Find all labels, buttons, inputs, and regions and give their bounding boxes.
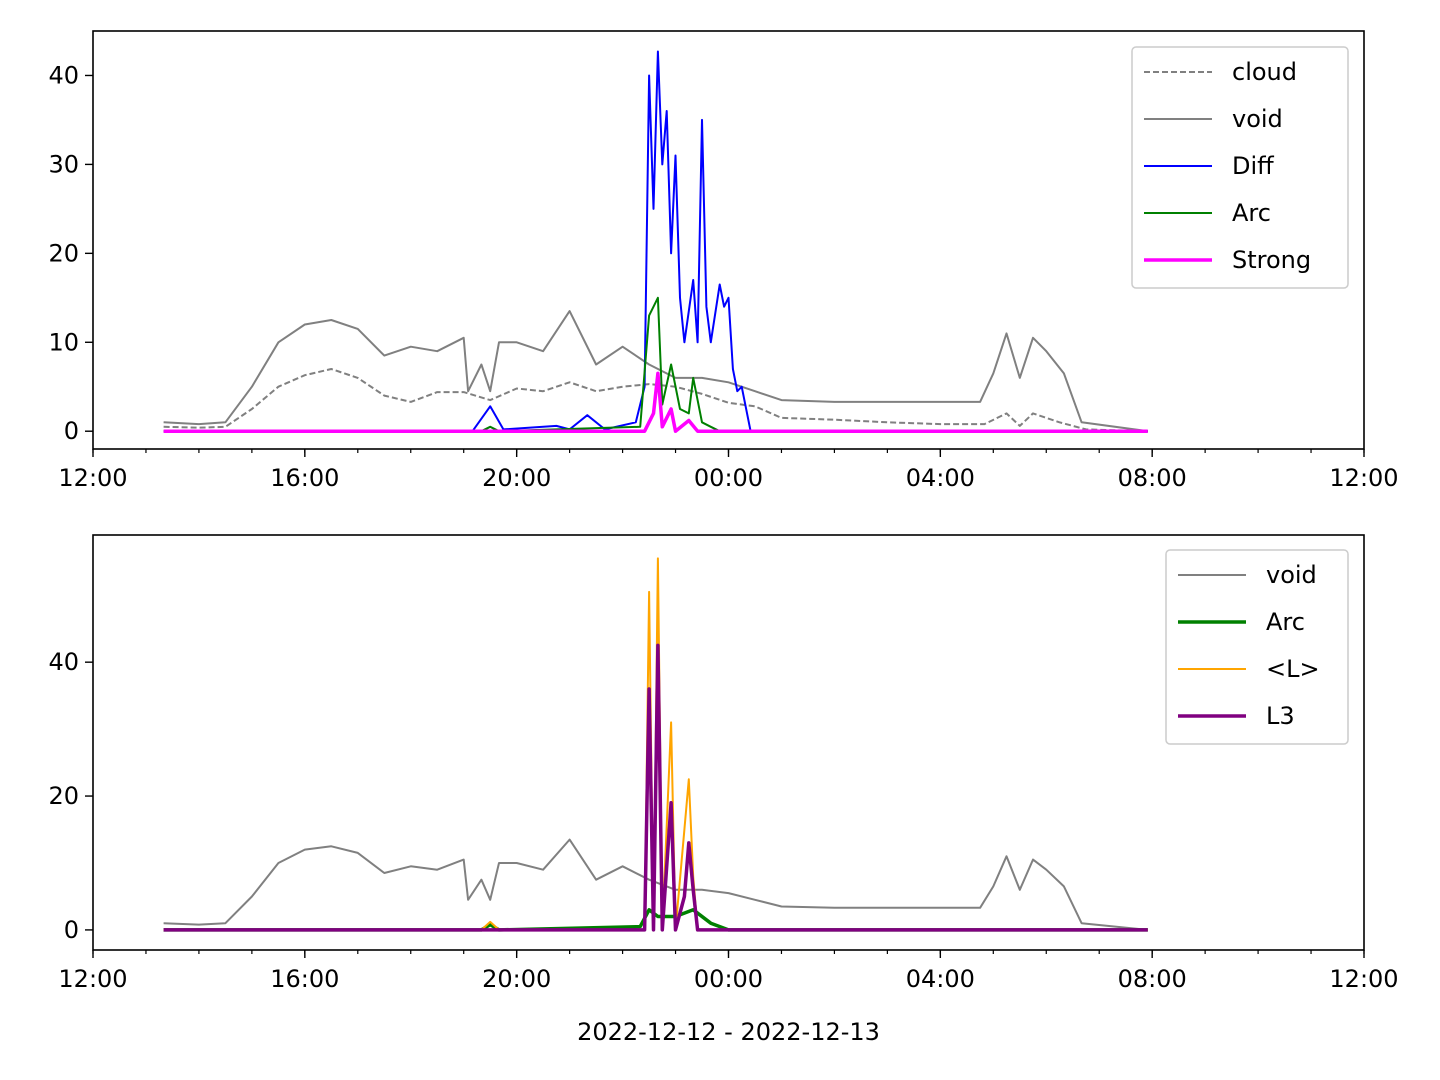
- legend-label-l3: L3: [1266, 702, 1295, 730]
- series-line-cloud: [163, 368, 1148, 433]
- x-tick-label: 04:00: [906, 464, 975, 492]
- x-tick-label: 04:00: [906, 965, 975, 993]
- series-line-void: [163, 310, 1148, 433]
- legend-label-void: void: [1266, 561, 1317, 589]
- top-chart: 12:00 16:00 20:00 00:00 04:00 08:00 12:00 0 10 20…: [48, 30, 1399, 492]
- legend-box: [1131, 46, 1349, 289]
- series-line-diff: [163, 50, 1148, 433]
- x-tick-label: 12:00: [1329, 464, 1398, 492]
- legend: void Arc <L> L3: [1165, 549, 1349, 745]
- plot-area: [163, 557, 1148, 932]
- x-tick-label: 00:00: [694, 965, 763, 993]
- x-tick-label: 12:00: [58, 965, 127, 993]
- x-tick-label: 16:00: [270, 464, 339, 492]
- series-line-arc: [163, 296, 1148, 433]
- y-tick-label: 20: [48, 782, 79, 810]
- legend-box: [1165, 549, 1349, 745]
- legend: cloud void Diff Arc Strong: [1131, 46, 1349, 289]
- bottom-chart: 12:00 16:00 20:00 00:00 04:00 08:00 12:00 0 20 40…: [48, 534, 1399, 1046]
- x-tick-label: 08:00: [1118, 965, 1187, 993]
- y-tick-label: 30: [48, 150, 79, 178]
- legend-label-arc: Arc: [1266, 608, 1305, 636]
- series-line-l3: [163, 643, 1148, 932]
- x-axis-label: 2022-12-12 - 2022-12-13: [577, 1018, 880, 1046]
- legend-label-void: void: [1232, 105, 1283, 133]
- x-tick-label: 08:00: [1118, 464, 1187, 492]
- legend-label-cloud: cloud: [1232, 58, 1297, 86]
- y-tick-label: 0: [64, 916, 79, 944]
- legend-label-arc: Arc: [1232, 199, 1271, 227]
- plot-area: [163, 50, 1148, 433]
- y-tick-label: 10: [48, 328, 79, 356]
- y-tick-label: 40: [48, 648, 79, 676]
- x-tick-label: 20:00: [482, 464, 551, 492]
- series-line-arc: [163, 908, 1148, 932]
- x-tick-label: 12:00: [1329, 965, 1398, 993]
- x-tick-label: 20:00: [482, 965, 551, 993]
- legend-label-l: <L>: [1266, 655, 1320, 683]
- series-line-void: [163, 838, 1148, 931]
- x-tick-label: 12:00: [58, 464, 127, 492]
- x-tick-label: 16:00: [270, 965, 339, 993]
- y-tick-label: 20: [48, 239, 79, 267]
- x-tick-label: 00:00: [694, 464, 763, 492]
- series-line-strong: [163, 371, 1148, 433]
- y-tick-label: 40: [48, 61, 79, 89]
- legend-label-strong: Strong: [1232, 246, 1311, 274]
- y-tick-label: 0: [64, 417, 79, 445]
- legend-label-diff: Diff: [1232, 152, 1274, 180]
